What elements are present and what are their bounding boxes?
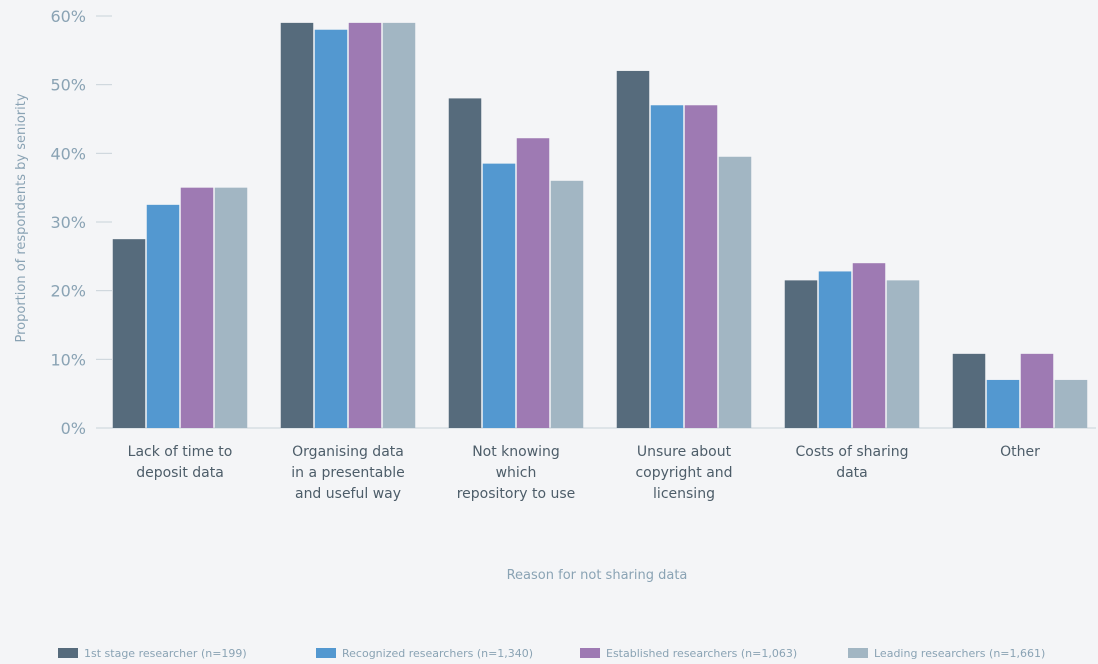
bar: [684, 105, 718, 429]
x-category-label: Not knowing which repository to use: [457, 444, 576, 502]
bar: [146, 204, 180, 428]
bar: [214, 187, 248, 428]
bar: [280, 22, 314, 428]
y-axis-title: Proportion of respondents by seniority: [14, 93, 29, 342]
x-category-label: Lack of time to deposit data: [128, 444, 233, 481]
x-category-label: Unsure about copyright and licensing: [635, 444, 732, 502]
bar: [986, 379, 1020, 428]
bar: [516, 138, 550, 428]
y-tick-label: 20%: [50, 282, 86, 301]
bar: [1054, 379, 1088, 428]
legend-label: Recognized researchers (n=1,340): [342, 647, 533, 660]
legend: 1st stage researcher (n=199) Recognized r…: [58, 647, 1045, 660]
y-tick-label: 10%: [50, 350, 86, 369]
bar: [482, 163, 516, 428]
bar: [348, 22, 382, 428]
x-axis-categories: Lack of time to deposit data Organising da…: [128, 444, 1040, 502]
legend-label: Established researchers (n=1,063): [606, 647, 797, 660]
bar: [112, 239, 146, 428]
y-tick-label: 50%: [50, 76, 86, 95]
bar: [616, 70, 650, 428]
bar: [784, 280, 818, 428]
x-category-label: Costs of sharing data: [796, 444, 909, 481]
legend-label: Leading researchers (n=1,661): [874, 647, 1045, 660]
bar: [314, 29, 348, 428]
legend-swatch: [580, 648, 600, 658]
bar: [650, 105, 684, 429]
bar: [550, 180, 584, 428]
y-tick-label: 30%: [50, 213, 86, 232]
legend-swatch: [58, 648, 78, 658]
y-tick-label: 0%: [61, 419, 86, 438]
bar: [886, 280, 920, 428]
y-tick-label: 40%: [50, 144, 86, 163]
x-axis-title: Reason for not sharing data: [507, 568, 688, 583]
x-category-label: Other: [1000, 444, 1040, 460]
bar: [382, 22, 416, 428]
bar: [1020, 353, 1054, 428]
bar: [448, 98, 482, 429]
bar: [180, 187, 214, 428]
y-tick-label: 60%: [50, 7, 86, 26]
bar: [852, 263, 886, 428]
legend-swatch: [316, 648, 336, 658]
x-category-label: Organising data in a presentable and usefu…: [291, 444, 404, 502]
bar: [718, 156, 752, 428]
bar: [952, 353, 986, 428]
bars: [112, 22, 1088, 429]
legend-label: 1st stage researcher (n=199): [84, 647, 247, 660]
bar: [818, 271, 852, 428]
legend-swatch: [848, 648, 868, 658]
y-axis: 0% 10% 20% 30% 40% 50% 60%: [50, 7, 112, 438]
